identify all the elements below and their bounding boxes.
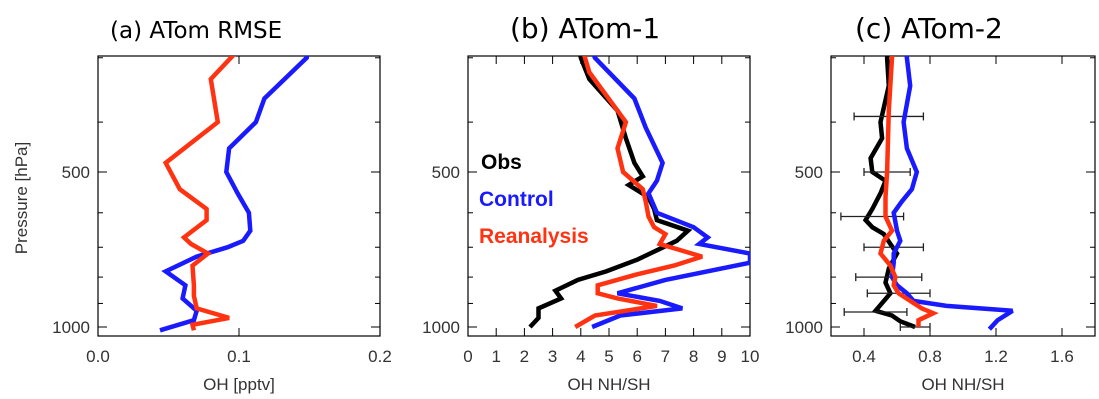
- panel-c: (c) ATom-2 0.4 0.8 1.2 1.6 500 1000 OH NH/SH: [785, 12, 1096, 394]
- series-line-control: [889, 56, 1014, 331]
- x-tick-label: 0.8: [918, 347, 942, 366]
- x-tick-label: 0.0: [86, 347, 110, 366]
- x-tick-label: 10: [741, 347, 760, 366]
- x-tick-label: 1.2: [984, 347, 1008, 366]
- y-tick-label: 1000: [785, 318, 823, 337]
- data-area: [528, 56, 750, 330]
- y-tick-label: 1000: [422, 318, 460, 337]
- y-tick-label: 1000: [52, 318, 90, 337]
- legend-control: Control: [479, 188, 554, 211]
- series-line-obs: [862, 56, 916, 330]
- x-tick-label: 2: [520, 347, 529, 366]
- x-tick-label: 5: [604, 347, 613, 366]
- panel-title: (b) ATom-1: [510, 12, 660, 45]
- series-line-control: [591, 56, 750, 330]
- x-tick-label: 1.6: [1050, 347, 1074, 366]
- y-tick-label: 500: [432, 163, 460, 182]
- x-tick-label: 1: [491, 347, 500, 366]
- y-tick-label: 500: [795, 163, 823, 182]
- x-tick-label: 0.4: [852, 347, 876, 366]
- x-tick-label: 3: [548, 347, 557, 366]
- series-line-reanalysis: [878, 56, 939, 327]
- x-tick-label: 8: [689, 347, 698, 366]
- y-tick-label: 500: [62, 163, 90, 182]
- x-axis-label: OH [pptv]: [203, 375, 275, 394]
- data-area: [159, 56, 310, 333]
- data-area: [840, 56, 1014, 331]
- series-line-s0: [159, 56, 310, 333]
- legend-reanalysis: Reanalysis: [479, 225, 589, 248]
- x-tick-label: 0.2: [368, 347, 392, 366]
- y-axis-label: Pressure [hPa]: [12, 142, 31, 254]
- plot-frame: [830, 55, 1096, 337]
- series-line-reanalysis: [574, 56, 703, 329]
- panel-title: (a) ATom RMSE: [110, 18, 282, 44]
- x-tick-label: 4: [576, 347, 585, 366]
- x-axis-label: OH NH/SH: [921, 375, 1004, 394]
- series-line-s1: [162, 56, 236, 331]
- x-tick-label: 7: [661, 347, 670, 366]
- x-tick-label: 0.1: [227, 347, 251, 366]
- panel-b: (b) ATom-1 0 1 2 3 4 5 6 7 8 9 10 500 1000 OH NH/SH Obs…: [422, 12, 760, 394]
- x-tick-label: 9: [717, 347, 726, 366]
- x-tick-label: 0: [463, 347, 472, 366]
- panel-title: (c) ATom-2: [855, 12, 1003, 45]
- panel-a: (a) ATom RMSE 0.0 0.1 0.2 500 1000 OH [pptv] Pr…: [12, 18, 392, 394]
- x-tick-label: 6: [632, 347, 641, 366]
- legend-obs: Obs: [481, 151, 522, 174]
- x-axis-label: OH NH/SH: [567, 375, 650, 394]
